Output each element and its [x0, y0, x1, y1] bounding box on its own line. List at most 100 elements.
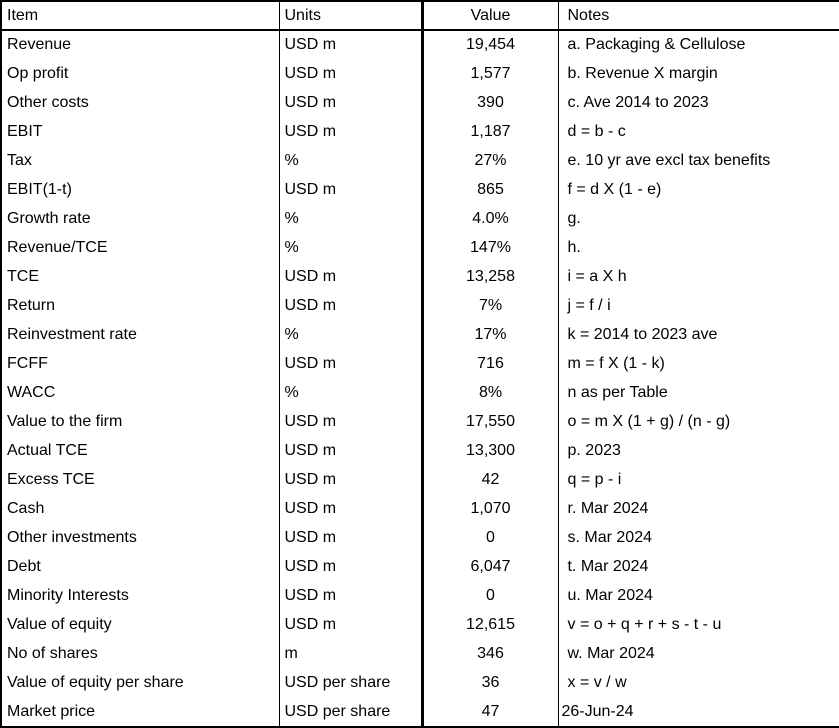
- cell-notes[interactable]: h.: [567, 238, 581, 256]
- cell-value[interactable]: 17%: [422, 320, 559, 350]
- cell-units[interactable]: USD m: [279, 59, 424, 89]
- cell-notes[interactable]: n as per Table: [567, 383, 668, 401]
- cell-units[interactable]: USD m: [279, 494, 424, 524]
- cell-notes[interactable]: s. Mar 2024: [567, 529, 652, 547]
- cell-item[interactable]: Growth rate: [1, 204, 280, 234]
- column-header-value[interactable]: Value: [422, 1, 559, 31]
- cell-units[interactable]: m: [279, 639, 424, 669]
- cell-units[interactable]: %: [279, 378, 424, 408]
- column-header-units[interactable]: Units: [279, 1, 424, 31]
- column-header-item[interactable]: Item: [1, 1, 280, 31]
- cell-units[interactable]: %: [279, 204, 424, 234]
- cell-item[interactable]: Excess TCE: [1, 465, 280, 495]
- cell-units[interactable]: USD m: [279, 349, 424, 379]
- cell-item[interactable]: Market price: [1, 697, 280, 727]
- cell-item[interactable]: No of shares: [1, 639, 280, 669]
- cell-units[interactable]: %: [279, 146, 424, 176]
- cell-value[interactable]: 0: [422, 523, 559, 553]
- cell-value[interactable]: 390: [422, 88, 559, 118]
- cell-value[interactable]: 4.0%: [422, 204, 559, 234]
- cell-units[interactable]: USD m: [279, 407, 424, 437]
- cell-notes[interactable]: o = m X (1 + g) / (n - g): [567, 412, 731, 430]
- cell-notes[interactable]: c. Ave 2014 to 2023: [567, 93, 709, 111]
- cell-item[interactable]: Revenue/TCE: [1, 233, 280, 263]
- cell-notes[interactable]: r. Mar 2024: [567, 500, 649, 518]
- cell-notes[interactable]: j = f / i: [567, 296, 611, 314]
- cell-value[interactable]: 17,550: [422, 407, 559, 437]
- cell-notes[interactable]: b. Revenue X margin: [567, 64, 718, 82]
- cell-item[interactable]: Other investments: [1, 523, 280, 553]
- cell-units[interactable]: %: [279, 233, 424, 263]
- cell-item[interactable]: Reinvestment rate: [1, 320, 280, 350]
- cell-item[interactable]: FCFF: [1, 349, 280, 379]
- cell-value[interactable]: 13,258: [422, 262, 559, 292]
- cell-item[interactable]: WACC: [1, 378, 280, 408]
- cell-item[interactable]: Op profit: [1, 59, 280, 89]
- cell-units[interactable]: USD m: [279, 465, 424, 495]
- cell-item[interactable]: EBIT(1-t): [1, 175, 280, 205]
- cell-value[interactable]: 1,187: [422, 117, 559, 147]
- cell-notes[interactable]: w. Mar 2024: [567, 645, 655, 663]
- cell-units[interactable]: USD m: [279, 610, 424, 640]
- cell-value[interactable]: 8%: [422, 378, 559, 408]
- cell-value[interactable]: 716: [422, 349, 559, 379]
- cell-units[interactable]: USD m: [279, 88, 424, 118]
- cell-notes[interactable]: a. Packaging & Cellulose: [567, 36, 746, 54]
- cell-units[interactable]: %: [279, 320, 424, 350]
- cell-value[interactable]: 19,454: [422, 30, 559, 60]
- cell-notes[interactable]: e. 10 yr ave excl tax benefits: [567, 151, 771, 169]
- cell-units[interactable]: USD m: [279, 523, 424, 553]
- cell-notes[interactable]: d = b - c: [567, 122, 626, 140]
- cell-value[interactable]: 1,577: [422, 59, 559, 89]
- cell-units[interactable]: USD m: [279, 175, 424, 205]
- column-header-notes[interactable]: Notes: [558, 1, 839, 31]
- cell-notes[interactable]: 26-Jun-24: [561, 702, 634, 720]
- cell-units[interactable]: USD m: [279, 581, 424, 611]
- cell-units[interactable]: USD m: [279, 30, 424, 60]
- cell-value[interactable]: 36: [422, 668, 559, 698]
- cell-units[interactable]: USD m: [279, 436, 424, 466]
- cell-item[interactable]: Value to the firm: [1, 407, 280, 437]
- cell-value[interactable]: 7%: [422, 291, 559, 321]
- cell-notes[interactable]: f = d X (1 - e): [567, 180, 662, 198]
- cell-notes[interactable]: x = v / w: [567, 674, 627, 692]
- cell-value[interactable]: 0: [422, 581, 559, 611]
- cell-value[interactable]: 13,300: [422, 436, 559, 466]
- cell-notes[interactable]: k = 2014 to 2023 ave: [567, 325, 718, 343]
- cell-value[interactable]: 27%: [422, 146, 559, 176]
- cell-notes[interactable]: v = o + q + r + s - t - u: [567, 616, 722, 634]
- cell-notes[interactable]: t. Mar 2024: [567, 558, 649, 576]
- cell-item[interactable]: TCE: [1, 262, 280, 292]
- cell-item[interactable]: Actual TCE: [1, 436, 280, 466]
- cell-value[interactable]: 346: [422, 639, 559, 669]
- cell-value[interactable]: 47: [422, 697, 559, 727]
- cell-value[interactable]: 865: [422, 175, 559, 205]
- cell-units[interactable]: USD m: [279, 117, 424, 147]
- cell-item[interactable]: Value of equity: [1, 610, 280, 640]
- cell-notes[interactable]: g.: [567, 209, 581, 227]
- cell-item[interactable]: EBIT: [1, 117, 280, 147]
- cell-notes[interactable]: i = a X h: [567, 267, 627, 285]
- cell-item[interactable]: Tax: [1, 146, 280, 176]
- cell-item[interactable]: Minority Interests: [1, 581, 280, 611]
- cell-item[interactable]: Cash: [1, 494, 280, 524]
- cell-notes[interactable]: p. 2023: [567, 441, 621, 459]
- cell-value[interactable]: 12,615: [422, 610, 559, 640]
- cell-value[interactable]: 147%: [422, 233, 559, 263]
- cell-units[interactable]: USD per share: [279, 697, 424, 727]
- cell-item[interactable]: Other costs: [1, 88, 280, 118]
- cell-item[interactable]: Return: [1, 291, 280, 321]
- cell-notes[interactable]: q = p - i: [567, 470, 622, 488]
- cell-units[interactable]: USD per share: [279, 668, 424, 698]
- cell-units[interactable]: USD m: [279, 291, 424, 321]
- cell-value[interactable]: 42: [422, 465, 559, 495]
- cell-notes[interactable]: m = f X (1 - k): [567, 354, 665, 372]
- cell-item[interactable]: Value of equity per share: [1, 668, 280, 698]
- cell-notes[interactable]: u. Mar 2024: [567, 587, 653, 605]
- cell-units[interactable]: USD m: [279, 262, 424, 292]
- cell-item[interactable]: Debt: [1, 552, 280, 582]
- cell-item[interactable]: Revenue: [1, 30, 280, 60]
- cell-units[interactable]: USD m: [279, 552, 424, 582]
- cell-value[interactable]: 6,047: [422, 552, 559, 582]
- cell-value[interactable]: 1,070: [422, 494, 559, 524]
